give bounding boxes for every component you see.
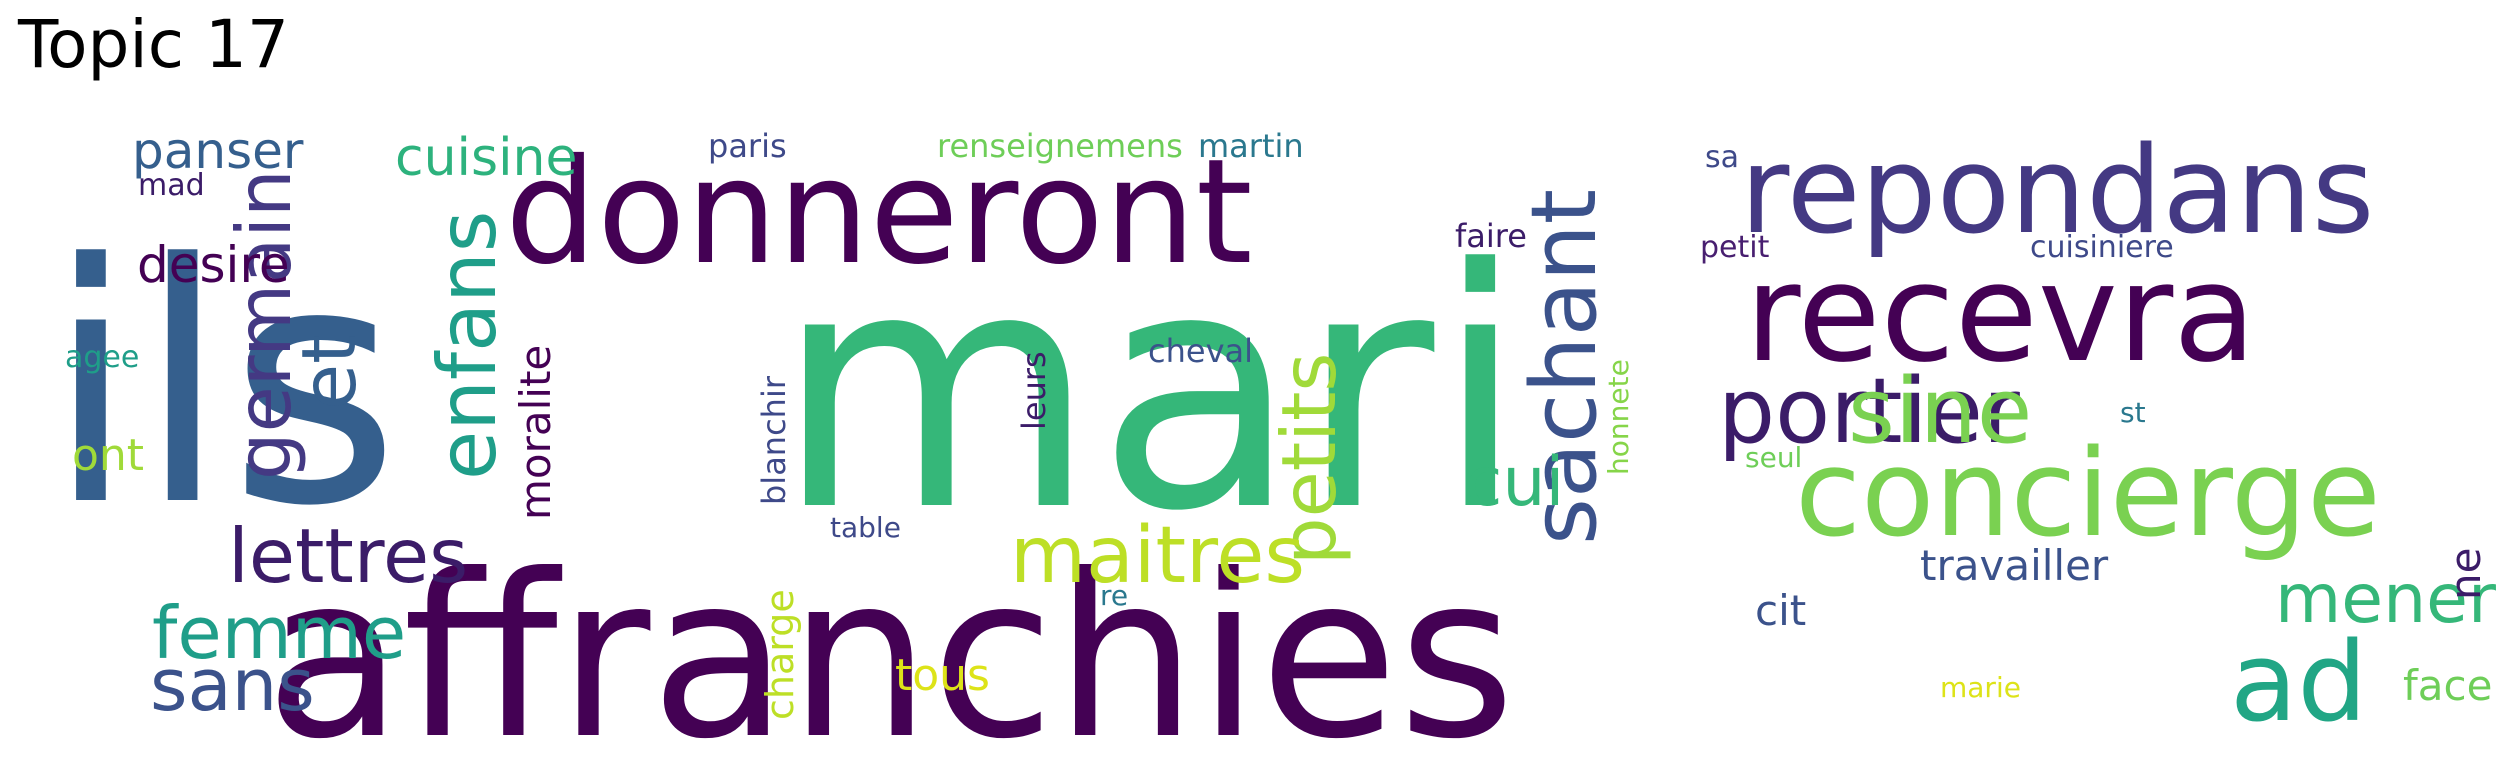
- word-cui: cui: [1465, 443, 1564, 522]
- word-cuisine: cuisine: [395, 128, 577, 188]
- word-petits: petits: [1265, 353, 1353, 565]
- word-ad: ad: [2230, 618, 2367, 746]
- word-ils: ils: [45, 194, 400, 578]
- word-enfans: enfans: [421, 211, 514, 481]
- word-faire: faire: [1455, 217, 1527, 255]
- word-repondans: repondans: [1740, 122, 2374, 261]
- word-lettres: lettres: [228, 512, 468, 600]
- word-recevra: recevra: [1745, 235, 2256, 392]
- word-seul: seul: [1745, 441, 1802, 474]
- word-blanchir: blanchir: [755, 375, 793, 505]
- word-leurs: leurs: [1015, 351, 1053, 430]
- word-sachant: sachant: [1512, 189, 1617, 545]
- word-moralite: moralite: [511, 345, 560, 520]
- word-donneront: donneront: [505, 128, 1253, 297]
- word-tous: tous: [895, 650, 990, 701]
- word-paris: paris: [708, 127, 787, 165]
- word-ont: ont: [72, 430, 144, 481]
- word-honnete: honnete: [1602, 359, 1635, 475]
- word-table: table: [830, 511, 901, 544]
- word-ne: ne: [2441, 548, 2490, 600]
- word-sans: sans: [150, 643, 315, 727]
- word-germain: germain: [220, 169, 308, 480]
- word-desire: desire: [137, 236, 290, 294]
- word-portier: portier: [1718, 359, 2020, 464]
- word-re: re: [1100, 579, 1128, 612]
- word-st: st: [2120, 396, 2146, 429]
- word-mari: mari: [775, 199, 1526, 583]
- word-panser: panser: [132, 122, 304, 180]
- word-cit: cit: [1755, 586, 1806, 635]
- word-maitres: maitres: [1010, 511, 1305, 601]
- word-face: face: [2403, 661, 2492, 710]
- word-renseignemens: renseignemens: [937, 127, 1183, 165]
- word-cheval: cheval: [1148, 332, 1253, 370]
- word-mad: mad: [138, 168, 205, 203]
- word-petit: petit: [1700, 230, 1770, 265]
- word-affranchies: affranchies: [265, 527, 1515, 764]
- word-sine: sine: [1848, 359, 2032, 464]
- word-marie: marie: [1940, 671, 2021, 704]
- chart-title: Topic 17: [18, 6, 289, 83]
- word-travailler: travailler: [1920, 541, 2109, 590]
- word-concierge: concierge: [1795, 425, 2381, 564]
- word-femme: femme: [152, 591, 406, 675]
- word-sa: sa: [1705, 140, 1739, 175]
- word-et: et: [285, 334, 373, 410]
- word-martin: martin: [1198, 127, 1304, 165]
- word-mener: mener: [2275, 560, 2496, 639]
- word-charge: charge: [758, 589, 802, 720]
- word-agee: agee: [65, 340, 139, 375]
- word-cuisiniere: cuisiniere: [2030, 230, 2174, 265]
